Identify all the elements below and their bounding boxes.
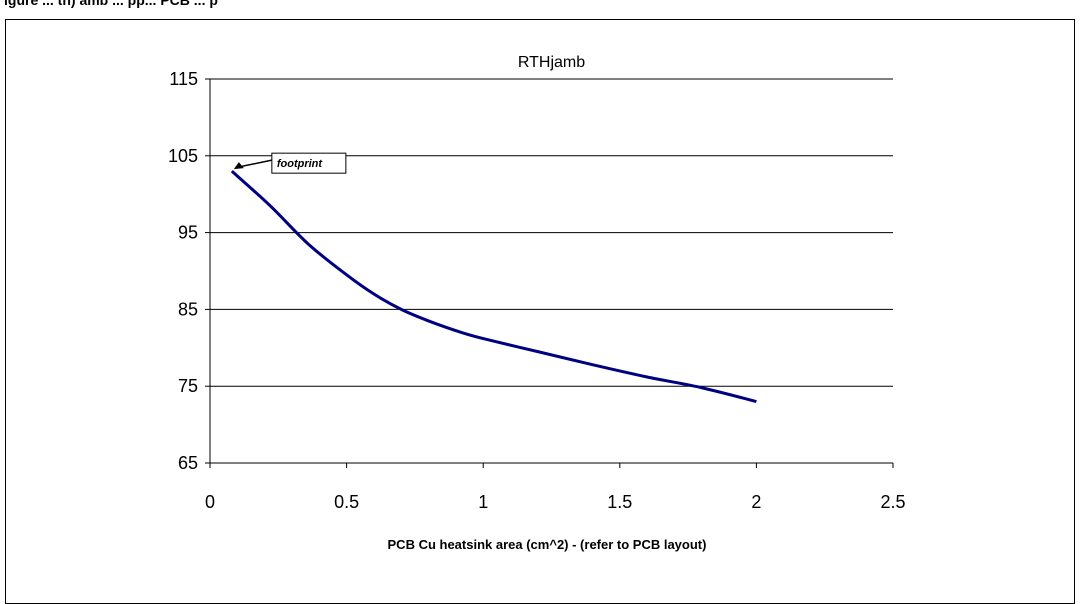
gridlines xyxy=(210,78,893,387)
series-layer xyxy=(230,170,757,404)
tick-labels: 115 105 95 85 75 65 0 0.5 1 1.5 2 2.5 xyxy=(168,69,906,512)
chart-title: RTHjamb xyxy=(518,54,585,71)
x-tick-label: 0 xyxy=(205,492,215,512)
x-tick-label: 2 xyxy=(751,492,761,512)
annotation-arrowhead xyxy=(233,162,244,170)
axes xyxy=(205,78,894,468)
figure-caption-text: igure ... th) amb ... pp... PCB ... p xyxy=(4,0,218,8)
y-tick-label: 65 xyxy=(178,453,198,473)
x-tick-label: 2.5 xyxy=(880,492,905,512)
y-tick-label: 115 xyxy=(169,69,198,89)
chart-frame xyxy=(5,19,1075,604)
annotation-layer: footprint xyxy=(233,152,347,174)
x-tick-label: 1 xyxy=(478,492,488,512)
y-tick-label: 85 xyxy=(178,299,198,319)
y-tick-label: 105 xyxy=(168,146,198,166)
annotation-label: footprint xyxy=(277,158,324,170)
annotation-arrow-line xyxy=(237,159,273,168)
x-axis-label: PCB Cu heatsink area (cm^2) - (refer to … xyxy=(388,537,707,552)
figure-caption: igure ... th) amb ... pp... PCB ... p xyxy=(0,0,1082,9)
annotation-box xyxy=(271,152,347,174)
series-line xyxy=(230,170,757,404)
y-tick-label: 95 xyxy=(178,223,198,243)
x-tick-label: 0.5 xyxy=(334,492,359,512)
x-tick-label: 1.5 xyxy=(607,492,632,512)
y-tick-label: 75 xyxy=(178,376,198,396)
